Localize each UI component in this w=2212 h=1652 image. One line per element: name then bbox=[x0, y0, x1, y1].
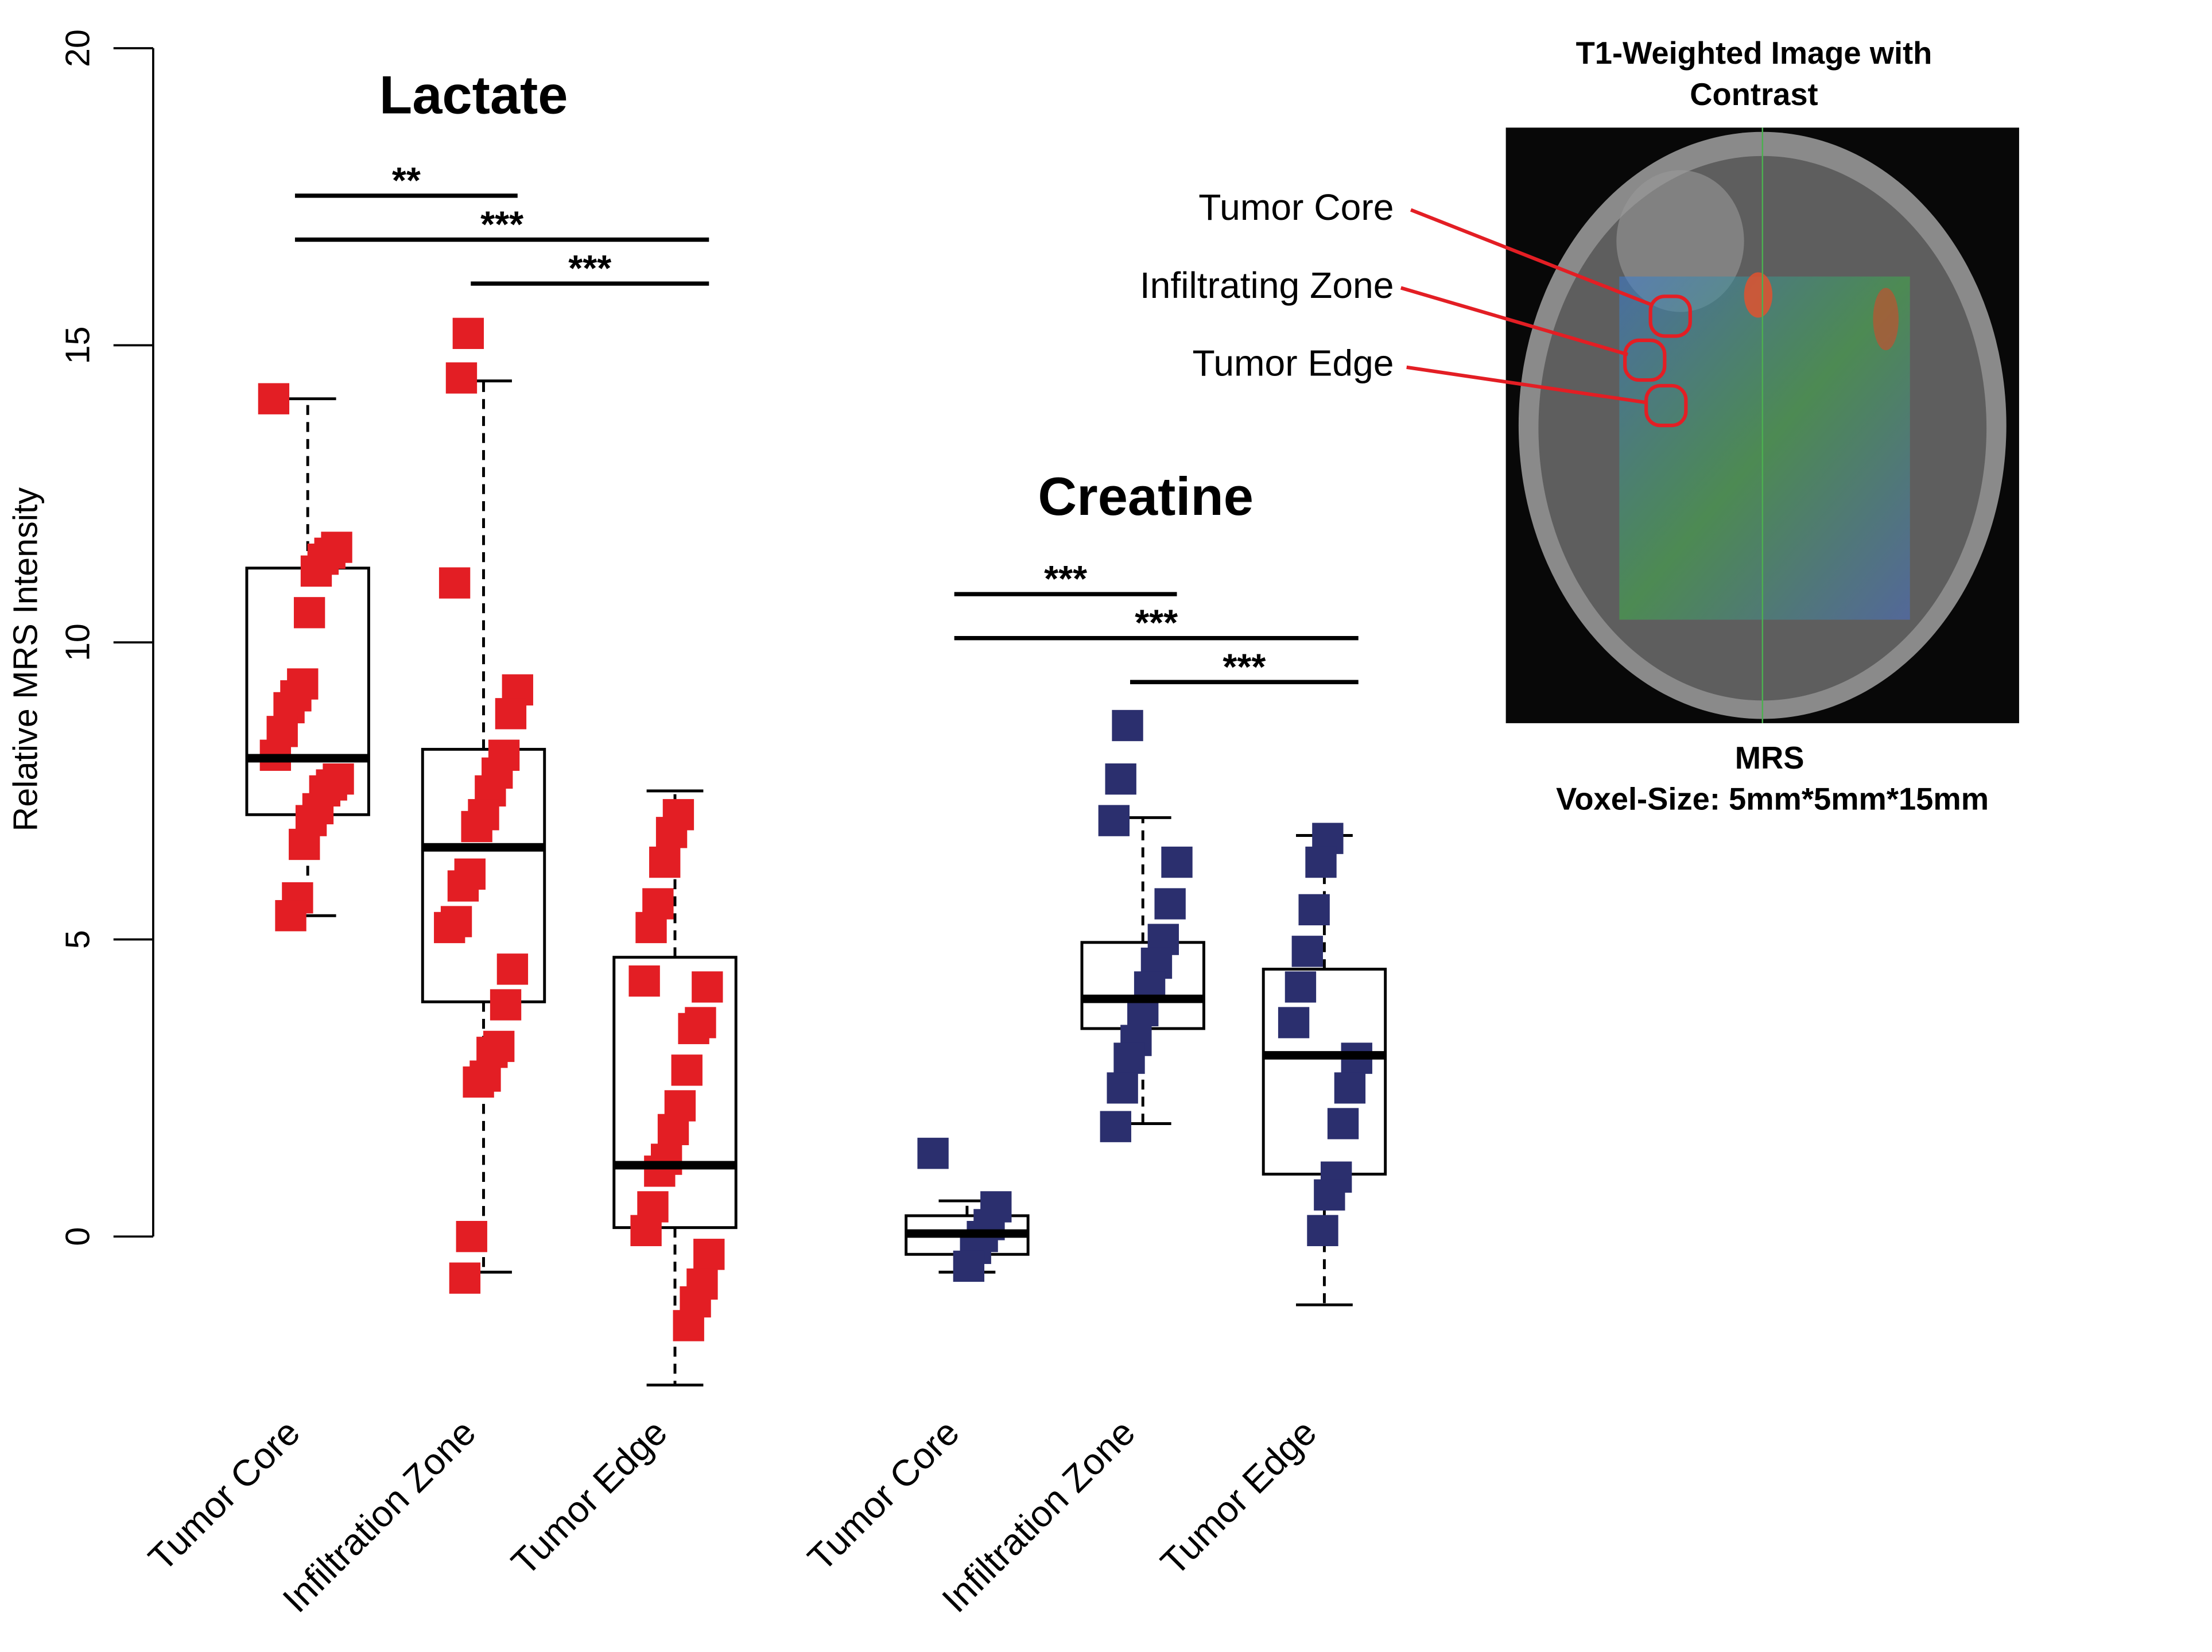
data-point bbox=[1107, 1072, 1138, 1104]
data-point bbox=[1161, 846, 1193, 878]
mrs-overlay bbox=[1619, 276, 1910, 620]
data-point bbox=[673, 1310, 704, 1341]
data-point bbox=[953, 1250, 985, 1282]
data-point bbox=[1327, 1108, 1359, 1139]
data-point bbox=[644, 1155, 676, 1187]
data-point bbox=[1284, 971, 1317, 1003]
region-label: Tumor Edge bbox=[1193, 343, 1394, 384]
data-point bbox=[496, 953, 529, 985]
y-tick-label: 20 bbox=[59, 29, 97, 67]
pointer-line bbox=[1410, 208, 1653, 307]
region-label: Tumor Core bbox=[1198, 187, 1394, 228]
significance-label: ** bbox=[392, 160, 421, 201]
data-point bbox=[447, 870, 479, 902]
x-tick-label: Infiltration Zone bbox=[934, 1411, 1143, 1620]
significance-label: *** bbox=[568, 247, 611, 289]
region-label: Infiltrating Zone bbox=[1140, 265, 1394, 306]
hotspot bbox=[1744, 272, 1773, 318]
data-point bbox=[449, 1262, 481, 1294]
panel-title: T1-Weighted Image with bbox=[1576, 36, 1932, 71]
data-point bbox=[693, 1239, 725, 1270]
x-tick-label: Tumor Edge bbox=[1152, 1411, 1324, 1583]
data-point bbox=[678, 1013, 709, 1045]
data-point bbox=[445, 362, 478, 394]
roi-marker bbox=[1644, 383, 1688, 428]
y-tick-label: 10 bbox=[59, 623, 97, 661]
data-point bbox=[275, 900, 306, 932]
data-point bbox=[1105, 763, 1136, 795]
data-point bbox=[692, 971, 723, 1003]
data-point bbox=[657, 1114, 689, 1146]
x-tick-label: Tumor Edge bbox=[503, 1411, 675, 1583]
data-point bbox=[495, 698, 527, 730]
data-point bbox=[1305, 846, 1337, 878]
data-point bbox=[300, 555, 332, 587]
box bbox=[421, 747, 546, 1003]
pointer-line bbox=[1406, 365, 1648, 405]
data-point bbox=[630, 1215, 662, 1247]
data-point bbox=[628, 965, 660, 997]
data-point bbox=[1298, 894, 1330, 926]
panel-title: Creatine bbox=[1038, 466, 1254, 526]
data-point bbox=[463, 1066, 494, 1098]
data-point bbox=[1112, 709, 1143, 742]
data-point bbox=[1314, 1179, 1345, 1211]
data-point bbox=[1113, 1042, 1145, 1074]
data-point bbox=[258, 383, 290, 414]
data-point bbox=[635, 912, 667, 944]
data-point bbox=[649, 846, 681, 878]
hotspot bbox=[1873, 288, 1899, 351]
data-point bbox=[1100, 1111, 1131, 1142]
data-point bbox=[434, 912, 465, 944]
panel-title: Contrast bbox=[1690, 77, 1818, 112]
data-point bbox=[293, 597, 325, 629]
data-point bbox=[1291, 936, 1323, 967]
y-tick-label: 0 bbox=[59, 1227, 97, 1246]
data-point bbox=[456, 1221, 487, 1252]
data-point bbox=[452, 317, 484, 350]
y-tick-label: 15 bbox=[59, 327, 97, 364]
y-tick-label: 5 bbox=[59, 930, 97, 949]
box bbox=[612, 956, 738, 1230]
data-point bbox=[438, 567, 471, 599]
data-point bbox=[1098, 805, 1130, 836]
data-point bbox=[1154, 888, 1186, 920]
panel-caption: Voxel-Size: 5mm*5mm*15mm bbox=[1556, 782, 1989, 817]
panel-caption: MRS bbox=[1735, 740, 1804, 775]
data-point bbox=[1334, 1072, 1366, 1104]
data-point bbox=[917, 1138, 949, 1169]
significance-label: *** bbox=[1135, 602, 1178, 643]
data-point bbox=[1278, 1007, 1310, 1038]
panel-title: Lactate bbox=[379, 65, 568, 125]
data-point bbox=[655, 817, 688, 848]
mri-panel: T1-Weighted Image with Contrast Tumor Co… bbox=[1140, 36, 2019, 817]
x-tick-label: Infiltration Zone bbox=[275, 1411, 484, 1620]
data-point bbox=[289, 828, 320, 860]
significance-label: *** bbox=[1223, 646, 1266, 687]
pointer-line bbox=[1400, 286, 1628, 356]
y-axis-label: Relative MRS Intensity bbox=[6, 487, 44, 832]
significance-label: *** bbox=[480, 204, 523, 245]
x-tick-label: Tumor Core bbox=[800, 1411, 967, 1579]
significance-label: *** bbox=[1044, 558, 1087, 599]
data-point bbox=[671, 1054, 703, 1086]
data-point bbox=[490, 989, 522, 1021]
roi-marker bbox=[1648, 294, 1692, 338]
x-tick-label: Tumor Core bbox=[141, 1411, 308, 1579]
data-point bbox=[1307, 1215, 1338, 1247]
data-point bbox=[461, 811, 492, 843]
roi-marker bbox=[1623, 338, 1667, 382]
